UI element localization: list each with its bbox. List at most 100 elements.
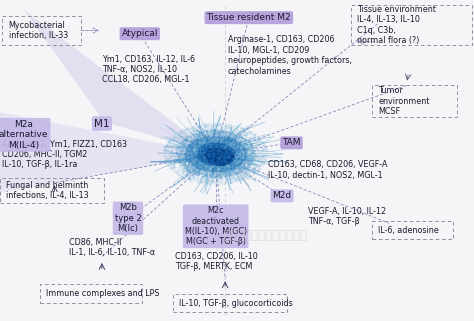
Point bbox=[228, 156, 235, 161]
Point bbox=[218, 172, 225, 177]
Point bbox=[201, 125, 209, 130]
Point bbox=[194, 165, 201, 170]
Point bbox=[183, 129, 191, 134]
Point bbox=[244, 145, 252, 150]
Text: Arginase-1, Ym1, FIZZ1, CD163
CD206, MHC-II, TGM2
IL-10, TGF-β, IL-1ra: Arginase-1, Ym1, FIZZ1, CD163 CD206, MHC… bbox=[2, 140, 128, 169]
Point bbox=[257, 151, 265, 156]
Point bbox=[236, 148, 243, 153]
Point bbox=[217, 161, 224, 166]
Point bbox=[235, 154, 243, 159]
Point bbox=[189, 140, 197, 145]
Point bbox=[181, 138, 188, 143]
Point bbox=[224, 137, 232, 142]
Point bbox=[200, 166, 207, 171]
Point bbox=[228, 179, 236, 184]
Point bbox=[217, 158, 225, 163]
Point bbox=[207, 131, 214, 136]
Point bbox=[255, 167, 263, 172]
Point bbox=[185, 147, 192, 152]
Point bbox=[207, 171, 215, 177]
Point bbox=[199, 139, 206, 144]
Point bbox=[198, 129, 206, 134]
Point bbox=[199, 149, 206, 154]
Point bbox=[208, 148, 215, 153]
Point bbox=[212, 147, 219, 152]
Point bbox=[190, 152, 198, 157]
Point bbox=[212, 164, 219, 169]
Point bbox=[218, 169, 225, 175]
Point bbox=[211, 152, 219, 157]
Point bbox=[242, 158, 250, 163]
Point bbox=[192, 146, 200, 152]
Point bbox=[221, 170, 229, 175]
Point bbox=[221, 161, 228, 166]
Point bbox=[224, 152, 232, 157]
Point bbox=[215, 158, 223, 163]
Point bbox=[196, 166, 203, 171]
Point bbox=[215, 144, 223, 150]
Point bbox=[207, 149, 214, 154]
Point bbox=[197, 152, 205, 157]
Point bbox=[235, 170, 243, 175]
Point bbox=[249, 143, 256, 148]
Point bbox=[207, 146, 214, 152]
Point bbox=[259, 162, 266, 167]
Point bbox=[213, 160, 221, 166]
Point bbox=[185, 145, 193, 151]
Point bbox=[186, 148, 194, 153]
Point bbox=[215, 145, 222, 150]
Point bbox=[186, 158, 193, 163]
Point bbox=[223, 160, 231, 165]
Point bbox=[229, 146, 237, 152]
Point bbox=[209, 129, 217, 134]
Point bbox=[241, 149, 249, 154]
Point bbox=[191, 160, 198, 166]
Point bbox=[219, 156, 226, 161]
Point bbox=[186, 143, 194, 148]
Point bbox=[237, 146, 245, 151]
Point bbox=[197, 123, 204, 128]
Point bbox=[207, 151, 215, 156]
Point bbox=[186, 135, 194, 140]
Point bbox=[188, 141, 195, 146]
Point bbox=[220, 169, 228, 174]
Point bbox=[239, 148, 246, 153]
Point bbox=[237, 160, 245, 165]
Point bbox=[247, 138, 255, 143]
Point bbox=[185, 149, 193, 154]
Point bbox=[221, 161, 228, 166]
Point bbox=[205, 150, 212, 155]
Point bbox=[219, 144, 227, 149]
Point bbox=[180, 144, 188, 149]
Point bbox=[190, 156, 197, 161]
Point bbox=[227, 173, 235, 178]
Point bbox=[195, 173, 202, 178]
Point bbox=[231, 151, 238, 156]
Point bbox=[214, 152, 222, 158]
Point bbox=[218, 135, 225, 141]
Point bbox=[238, 170, 246, 175]
Point bbox=[210, 147, 218, 152]
Point bbox=[258, 146, 265, 151]
Point bbox=[221, 153, 228, 158]
Point bbox=[244, 152, 251, 157]
Point bbox=[234, 131, 241, 136]
Point bbox=[233, 154, 241, 159]
Point bbox=[211, 130, 219, 135]
Point bbox=[208, 126, 216, 132]
Point bbox=[212, 149, 220, 154]
Point bbox=[224, 135, 231, 140]
Point bbox=[213, 159, 221, 164]
Point bbox=[228, 147, 236, 152]
Point bbox=[222, 170, 229, 175]
Point bbox=[201, 161, 208, 166]
Point bbox=[212, 128, 220, 134]
Point bbox=[195, 148, 203, 153]
Point bbox=[181, 169, 188, 175]
Point bbox=[211, 163, 219, 168]
Point bbox=[197, 156, 205, 161]
Point bbox=[202, 133, 210, 138]
Point bbox=[225, 138, 232, 143]
Point bbox=[195, 133, 202, 138]
Point bbox=[213, 177, 221, 182]
